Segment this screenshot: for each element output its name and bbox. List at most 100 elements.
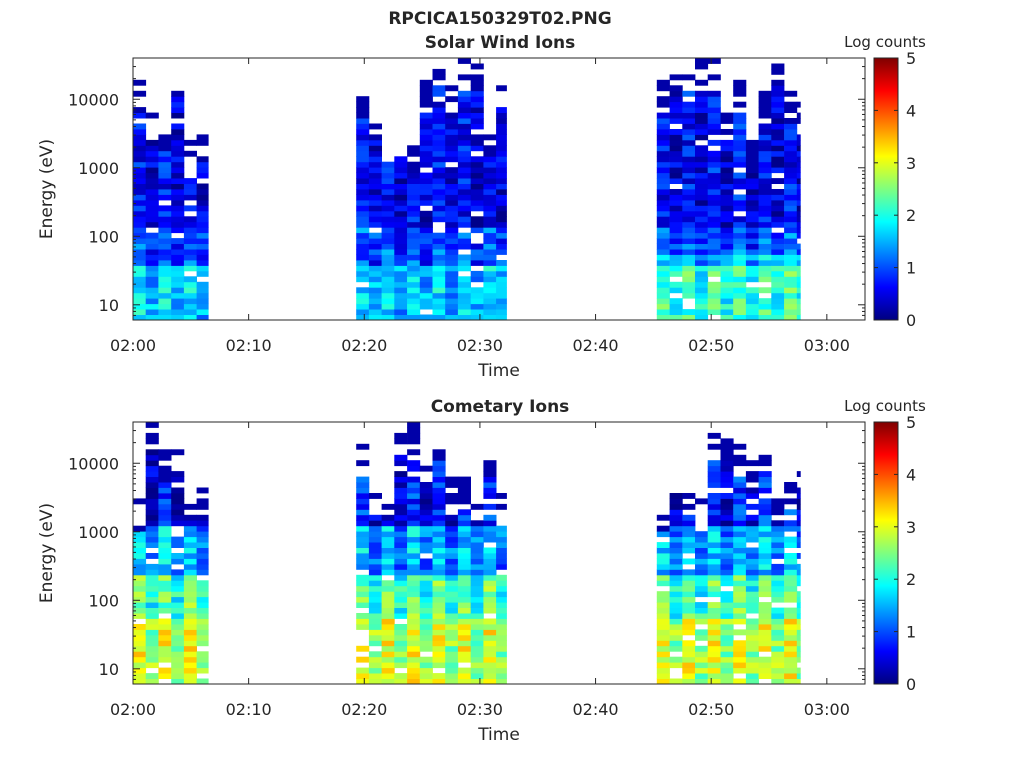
heatmap-cell	[183, 558, 197, 565]
heatmap-cell	[145, 292, 159, 299]
heatmap-cell	[796, 178, 801, 184]
heatmap-cell	[394, 607, 408, 614]
heatmap-cell	[496, 265, 507, 272]
heatmap-cell	[368, 678, 382, 685]
heatmap-cell	[171, 243, 185, 250]
heatmap-cell	[356, 270, 370, 277]
heatmap-cell	[158, 167, 172, 174]
heatmap-cell	[407, 580, 421, 587]
heatmap-cell	[470, 613, 484, 619]
heatmap-cell	[796, 167, 801, 174]
heatmap-cell	[419, 580, 433, 587]
heatmap-cell	[496, 243, 507, 250]
heatmap-cell	[445, 640, 459, 647]
heatmap-cell	[419, 227, 433, 234]
heatmap-cell	[432, 199, 446, 206]
heatmap-cell	[432, 85, 446, 92]
heatmap-cell	[758, 194, 772, 201]
heatmap-cell	[784, 205, 798, 212]
heatmap-cell	[470, 563, 484, 570]
heatmap-cell	[669, 618, 683, 625]
heatmap-cell	[381, 194, 395, 201]
heatmap-cell	[407, 145, 421, 152]
heatmap-cell	[483, 536, 497, 543]
heatmap-cell	[682, 580, 696, 587]
heatmap-cell	[158, 227, 172, 234]
heatmap-cell	[483, 265, 497, 272]
heatmap-cell	[720, 476, 734, 483]
heatmap-cell	[470, 270, 484, 277]
heatmap-cell	[457, 276, 471, 283]
heatmap-cell	[496, 678, 507, 685]
heatmap-cell	[695, 238, 709, 244]
heatmap-cell	[419, 465, 433, 472]
heatmap-cell	[470, 574, 484, 581]
heatmap-cell	[158, 298, 172, 305]
heatmap-cell	[356, 476, 370, 483]
heatmap-cell	[158, 249, 172, 255]
heatmap-cell	[758, 221, 772, 228]
heatmap-cell	[145, 139, 159, 146]
x-tick-label: 02:10	[226, 336, 272, 355]
heatmap-cell	[419, 172, 433, 179]
heatmap-cell	[432, 309, 446, 315]
heatmap-cell	[432, 134, 446, 141]
heatmap-cell	[496, 276, 507, 283]
heatmap-cell	[771, 525, 785, 532]
y-tick-label: 1000	[78, 159, 119, 178]
heatmap-cell	[669, 303, 683, 310]
heatmap-cell	[445, 585, 459, 592]
heatmap-cell	[771, 107, 785, 113]
heatmap-cell	[133, 656, 147, 663]
heatmap-cell	[745, 673, 759, 679]
heatmap-cell	[457, 281, 471, 288]
heatmap-cell	[171, 585, 185, 592]
heatmap-cell	[745, 536, 759, 543]
heatmap-cell	[419, 216, 433, 223]
heatmap-cell	[445, 569, 459, 576]
heatmap-cell	[720, 454, 734, 461]
heatmap-cell	[745, 139, 759, 146]
heatmap-cell	[158, 254, 172, 261]
heatmap-cell	[407, 189, 421, 195]
heatmap-cell	[133, 178, 147, 184]
heatmap-cell	[796, 536, 801, 543]
heatmap-cell	[758, 607, 772, 614]
heatmap-cell	[483, 678, 497, 685]
heatmap-cell	[445, 563, 459, 570]
heatmap-cell	[496, 260, 507, 266]
heatmap-cell	[419, 662, 433, 669]
heatmap-cell	[771, 520, 785, 527]
heatmap-cell	[133, 531, 147, 538]
heatmap-cell	[133, 303, 147, 310]
heatmap-cell	[707, 150, 721, 157]
heatmap-cell	[784, 303, 798, 310]
heatmap-cell	[133, 107, 147, 113]
heatmap-cell	[457, 613, 471, 619]
heatmap-cell	[368, 667, 382, 674]
heatmap-cell	[707, 298, 721, 305]
heatmap-cell	[394, 270, 408, 277]
heatmap-cell	[771, 498, 785, 505]
heatmap-cell	[682, 287, 696, 294]
heatmap-cell	[656, 85, 670, 92]
heatmap-cell	[483, 460, 497, 467]
heatmap-cell	[432, 678, 446, 685]
heatmap-cell	[784, 563, 798, 570]
heatmap-cell	[745, 156, 759, 163]
heatmap-cell	[407, 422, 421, 428]
heatmap-cell	[771, 90, 785, 97]
heatmap-cell	[720, 221, 734, 228]
heatmap-cell	[171, 596, 185, 603]
heatmap-cell	[457, 183, 471, 190]
heatmap-cell	[470, 580, 484, 587]
heatmap-cell	[445, 129, 459, 135]
heatmap-cell	[656, 591, 670, 598]
heatmap-cell	[356, 161, 370, 168]
heatmap-cell	[758, 90, 772, 97]
heatmap-cell	[720, 156, 734, 163]
heatmap-cell	[758, 498, 772, 505]
heatmap-cell	[656, 178, 670, 184]
heatmap-cell	[419, 287, 433, 294]
heatmap-cell	[483, 161, 497, 168]
